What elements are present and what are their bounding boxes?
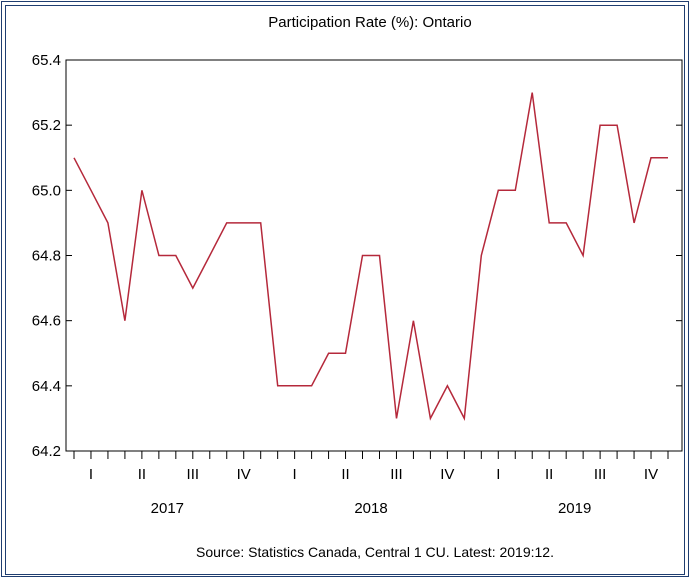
x-year-label: 2019 xyxy=(558,500,591,517)
x-quarter-label: III xyxy=(390,466,403,483)
y-axis: 64.2 64.4 64.6 64.8 65.0 65.2 65.4 xyxy=(32,52,682,460)
series-line xyxy=(73,92,668,421)
y-tick-label: 64.2 xyxy=(32,443,61,460)
x-quarter-label: IV xyxy=(440,466,454,483)
y-tick-label: 64.6 xyxy=(32,313,61,330)
x-quarter-label: III xyxy=(187,466,200,483)
x-year-label: 2018 xyxy=(354,500,387,517)
x-quarter-label: I xyxy=(496,466,500,483)
x-quarter-label: I xyxy=(89,466,93,483)
chart-inner-border xyxy=(5,5,685,575)
y-tick-label: 65.0 xyxy=(32,182,61,199)
source-note: Source: Statistics Canada, Central 1 CU.… xyxy=(196,544,554,560)
chart-title: Participation Rate (%): Ontario xyxy=(268,14,471,31)
y-tick-label: 64.8 xyxy=(32,248,61,265)
x-quarter-label: I xyxy=(293,466,297,483)
x-quarter-label: II xyxy=(545,466,553,483)
x-quarter-label: IV xyxy=(237,466,251,483)
series-layer xyxy=(73,92,668,421)
y-tick-label: 65.2 xyxy=(32,117,61,134)
y-tick-label: 64.4 xyxy=(32,378,61,395)
x-quarter-label: IV xyxy=(644,466,658,483)
x-quarter-label: II xyxy=(341,466,349,483)
x-quarter-label: III xyxy=(594,466,607,483)
x-year-label: 2017 xyxy=(151,500,184,517)
y-tick-label: 65.4 xyxy=(32,52,61,69)
x-quarter-label: II xyxy=(138,466,146,483)
